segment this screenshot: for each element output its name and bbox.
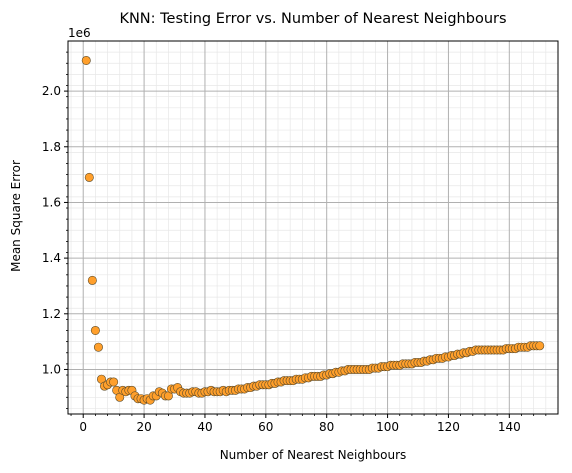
y-tick-label: 1.6: [42, 195, 61, 209]
chart-title: KNN: Testing Error vs. Number of Nearest…: [119, 11, 506, 27]
x-tick-label: 20: [136, 420, 151, 434]
y-tick-label: 1.0: [42, 362, 61, 376]
x-tick-label: 120: [437, 420, 460, 434]
data-point: [90, 325, 100, 335]
data-point: [87, 275, 97, 285]
x-tick-label: 80: [319, 420, 334, 434]
x-tick-label: 60: [258, 420, 273, 434]
data-point: [84, 172, 94, 182]
y-tick-label: 1.8: [42, 140, 61, 154]
y-tick-label: 1.2: [42, 307, 61, 321]
x-tick-label: 140: [498, 420, 521, 434]
y-tick-label: 2.0: [42, 84, 61, 98]
x-tick-label: 100: [376, 420, 399, 434]
plot-border: [67, 40, 559, 415]
x-axis-label: Number of Nearest Neighbours: [220, 448, 407, 462]
grid-layer: [68, 41, 558, 414]
data-points: [81, 55, 545, 405]
data-point: [109, 377, 119, 387]
axis-ticks: 0 20 40 60 80 100 120 140 1.0 1.2 1.4 1.6 1.8 2.0: [42, 51, 547, 434]
y-axis-label: Mean Square Error: [9, 160, 23, 272]
data-point: [81, 55, 91, 65]
x-tick-label: 0: [79, 420, 87, 434]
plot-frame: [67, 40, 559, 415]
data-point: [93, 342, 103, 352]
data-point: [535, 341, 545, 351]
x-tick-label: 40: [197, 420, 212, 434]
y-axis-offset-label: 1e6: [68, 26, 91, 40]
y-tick-label: 1.4: [42, 251, 61, 265]
